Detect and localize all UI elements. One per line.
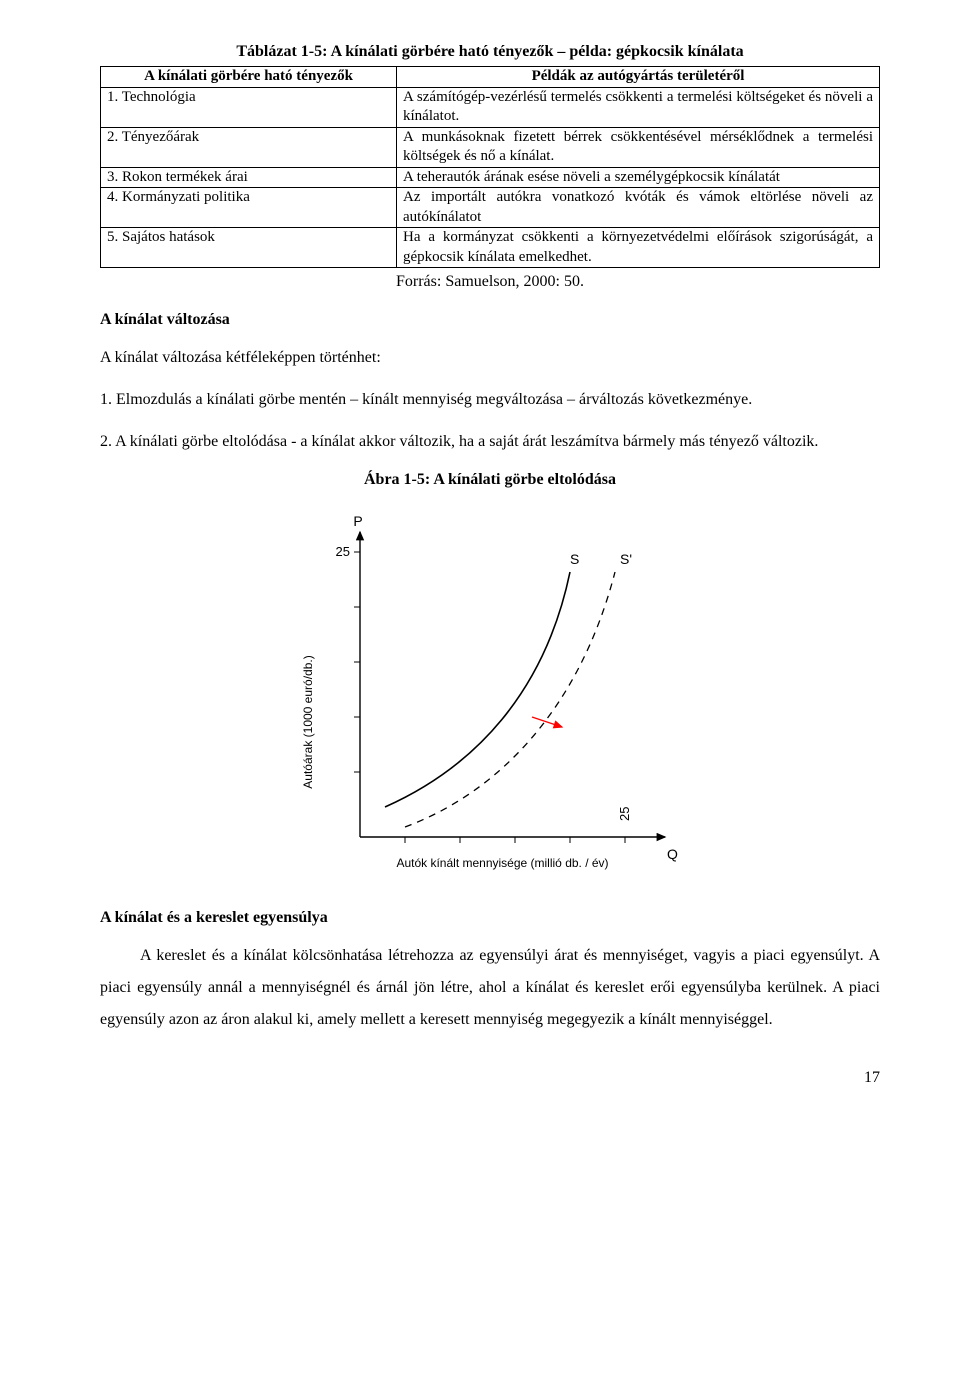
section-heading-equilibrium: A kínálat és a kereslet egyensúlya [100, 906, 880, 930]
table-cell-left: 3. Rokon termékek árai [101, 167, 397, 188]
svg-text:Autóárak (1000 euró/db.): Autóárak (1000 euró/db.) [301, 655, 315, 788]
table-row: 3. Rokon termékek árai A teherautók árán… [101, 167, 880, 188]
supply-shift-chart: 2525PQAutóárak (1000 euró/db.)Autók kíná… [100, 492, 880, 892]
table-cell-right: A teherautók árának esése növeli a szemé… [397, 167, 880, 188]
paragraph: A kínálat változása kétféleképpen történ… [100, 342, 880, 374]
table-row: 5. Sajátos hatások Ha a kormányzat csökk… [101, 228, 880, 268]
svg-text:Q: Q [667, 846, 678, 862]
table-row: 1. Technológia A számítógép-vezérlésű te… [101, 87, 880, 127]
table-cell-right: Az importált autókra vonatkozó kvóták és… [397, 188, 880, 228]
table-cell-left: 4. Kormányzati politika [101, 188, 397, 228]
table-cell-left: 5. Sajátos hatások [101, 228, 397, 268]
table-cell-right: A számítógép-vezérlésű termelés csökkent… [397, 87, 880, 127]
table-header-right: Példák az autógyártás területéről [397, 67, 880, 88]
table-row: 4. Kormányzati politika Az importált aut… [101, 188, 880, 228]
table-header-row: A kínálati görbére ható tényezők Példák … [101, 67, 880, 88]
paragraph: 2. A kínálati görbe eltolódása - a kínál… [100, 426, 880, 458]
svg-text:25: 25 [617, 807, 632, 821]
table-cell-right: A munkásoknak fizetett bérrek csökkentés… [397, 127, 880, 167]
svg-text:25: 25 [336, 544, 350, 559]
table-title: Táblázat 1-5: A kínálati görbére ható té… [100, 40, 880, 64]
page-number: 17 [100, 1066, 880, 1090]
section-heading-supply-change: A kínálat változása [100, 308, 880, 332]
table-cell-left: 1. Technológia [101, 87, 397, 127]
chart-svg: 2525PQAutóárak (1000 euró/db.)Autók kíná… [270, 492, 710, 892]
paragraph: A kereslet és a kínálat kölcsönhatása lé… [100, 940, 880, 1036]
svg-text:S: S [570, 551, 579, 567]
figure-title: Ábra 1-5: A kínálati görbe eltolódása [100, 468, 880, 492]
table-source: Forrás: Samuelson, 2000: 50. [100, 270, 880, 294]
table-cell-right: Ha a kormányzat csökkenti a környezetvéd… [397, 228, 880, 268]
svg-text:P: P [353, 513, 362, 529]
svg-text:S': S' [620, 551, 632, 567]
factors-table: A kínálati görbére ható tényezők Példák … [100, 66, 880, 268]
table-header-left: A kínálati görbére ható tényezők [101, 67, 397, 88]
svg-text:Autók kínált mennyisége (milli: Autók kínált mennyisége (millió db. / év… [396, 856, 608, 870]
table-row: 2. Tényezőárak A munkásoknak fizetett bé… [101, 127, 880, 167]
paragraph: 1. Elmozdulás a kínálati görbe mentén – … [100, 384, 880, 416]
table-cell-left: 2. Tényezőárak [101, 127, 397, 167]
